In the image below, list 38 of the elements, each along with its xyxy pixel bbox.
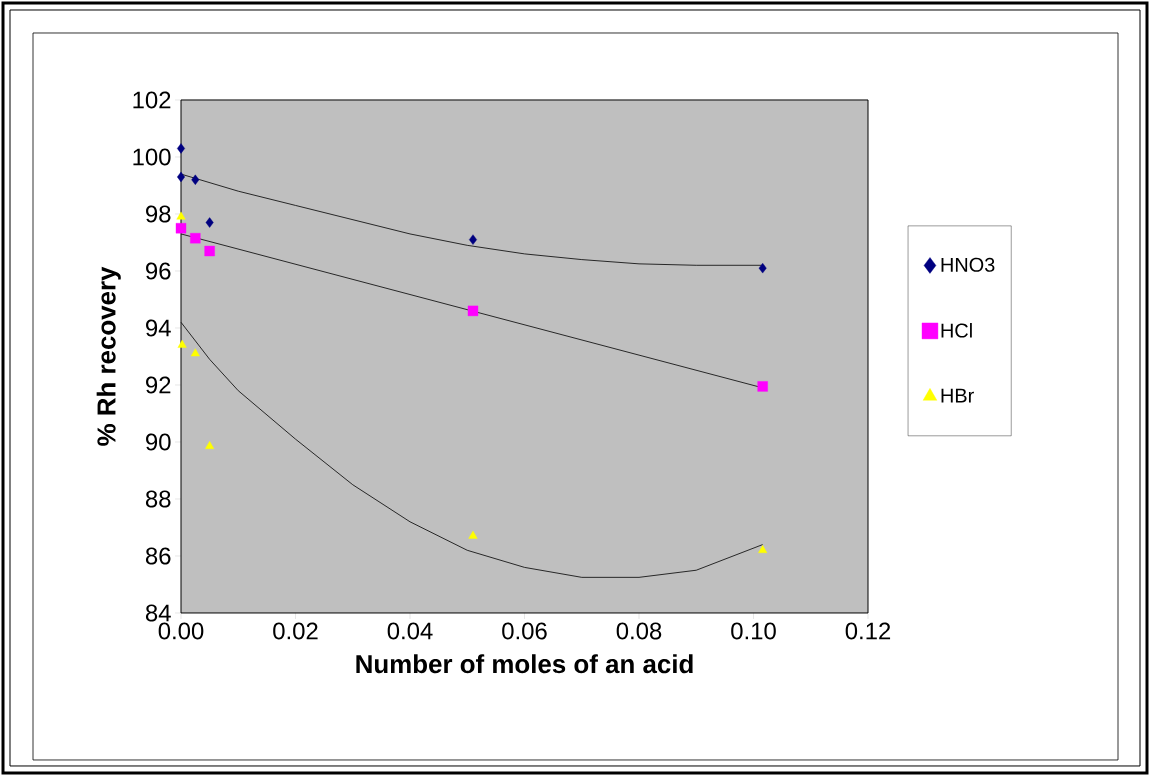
y-tick-label: 100 (133, 148, 171, 166)
x-tick-label: 0.10 (731, 622, 776, 640)
legend-label: HNO3 (941, 257, 995, 272)
point (205, 217, 214, 228)
y-tick-label: 98 (146, 205, 171, 223)
y-tick-label: 92 (146, 376, 171, 394)
point (758, 545, 768, 553)
x-tick-label: 0.04 (387, 622, 433, 640)
point (176, 211, 186, 220)
y-tick-label: 94 (146, 319, 171, 337)
point (177, 339, 187, 348)
point (177, 143, 185, 154)
point (758, 262, 767, 274)
y-tick-label: 84 (145, 604, 171, 622)
x-axis-title: Number of moles of an acid (356, 654, 693, 674)
point (467, 305, 479, 317)
y-tick-label: 102 (133, 91, 171, 109)
y-tick-label: 86 (145, 547, 171, 565)
legend-label: HBr (941, 388, 974, 403)
point (191, 174, 200, 185)
point (175, 223, 187, 234)
legend-label: HCl (941, 322, 972, 338)
point (190, 348, 200, 357)
x-tick-label: 0.08 (616, 622, 662, 640)
point (204, 245, 215, 257)
x-tick-label: 0.12 (845, 622, 891, 640)
point (468, 530, 478, 539)
y-axis-title: % Rh recovery (96, 266, 121, 446)
point (469, 234, 477, 245)
x-tick-label: 0.06 (502, 622, 547, 640)
point (205, 441, 215, 449)
point (190, 233, 201, 244)
point (757, 381, 768, 392)
x-tick-label: 0.00 (158, 622, 204, 640)
x-tick-label: 0.02 (273, 622, 318, 640)
y-tick-label: 88 (145, 490, 171, 508)
y-tick-label: 96 (146, 262, 171, 280)
y-tick-label: 90 (146, 433, 171, 451)
